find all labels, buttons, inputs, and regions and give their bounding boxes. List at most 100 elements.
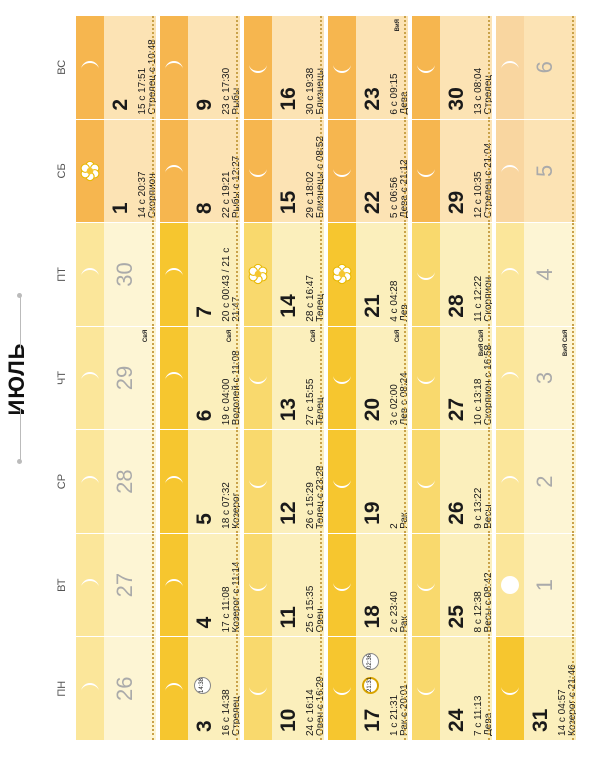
dotted-divider xyxy=(152,16,154,119)
ekadashi-flower-icon xyxy=(248,264,268,285)
day-cell[interactable]: 269 с 13:22 Весы Вишакха с 22:40 xyxy=(412,430,492,533)
day-number: 11 xyxy=(277,606,300,629)
moon-band xyxy=(328,223,356,326)
moon-band xyxy=(160,533,188,637)
day-cell[interactable]: 2 xyxy=(496,430,576,533)
moon-band xyxy=(496,430,524,533)
day-cell[interactable]: 182 с 23:40 Рак Пушья с 02:41 xyxy=(328,533,408,637)
moon-band xyxy=(412,533,440,637)
day-cell[interactable]: 619 с 04:00 Водолей с 11:08 Дханишта с 0… xyxy=(160,326,240,430)
dotted-divider xyxy=(572,326,574,430)
moon-band xyxy=(412,326,440,430)
day-number: 4 xyxy=(193,616,216,629)
day-cell[interactable]: 5 xyxy=(496,119,576,223)
day-number: 4 xyxy=(532,268,557,281)
waning-moon-icon xyxy=(333,582,351,592)
day-cell[interactable]: 26 xyxy=(76,637,156,740)
day-cell[interactable]: 1 xyxy=(496,533,576,637)
moon-band xyxy=(76,16,104,119)
day-number: 19 xyxy=(361,501,384,525)
day-number: 30 xyxy=(112,262,137,287)
day-cell[interactable]: 258 с 12:38 Весы с 08:42 Свати с 21:32 xyxy=(412,533,492,637)
day-cell[interactable]: 247 с 11:13 Дева Читра с 19:42 xyxy=(412,637,492,740)
moon-band xyxy=(76,430,104,533)
day-number: 29 xyxy=(445,190,468,215)
day-cell[interactable]: 214 с 04:28 Лев Пурва Пхалгуни с 11:27 xyxy=(328,223,408,326)
day-cell[interactable]: 225 с 06:56 Дева с 21:12 Уттара Пхалгуни… xyxy=(328,119,408,223)
day-number: 10 xyxy=(277,708,300,732)
moon-band xyxy=(76,533,104,637)
weekday-tue: ВТ xyxy=(56,578,68,592)
dotted-divider xyxy=(320,16,322,119)
dotted-divider xyxy=(236,533,238,637)
day-cell[interactable]: 6 xyxy=(496,16,576,119)
moon-band xyxy=(160,223,188,326)
dotted-divider xyxy=(320,637,322,740)
day-cell[interactable]: 236 с 09:15 Дева Хаста с 17:16ВиЯ xyxy=(328,16,408,119)
dotted-divider xyxy=(236,326,238,430)
day-number: 26 xyxy=(445,501,468,525)
weekday-thu: ЧТ xyxy=(56,370,68,386)
dotted-divider xyxy=(404,533,406,637)
dotted-divider xyxy=(404,637,406,740)
day-number: 21 xyxy=(361,294,384,318)
day-number: 23 xyxy=(361,87,384,111)
moon-band xyxy=(496,637,524,740)
day-cell[interactable]: 720 с 00:43 / 21 с 21:47 Водолей Пурва Б… xyxy=(160,223,240,326)
moon-band xyxy=(412,119,440,223)
day-cell[interactable]: 417 с 11:08 Козерог с 11:14 Уттара Ашадх… xyxy=(160,533,240,637)
weekday-mon: ПН xyxy=(56,680,68,697)
moon-band xyxy=(160,430,188,533)
dotted-divider xyxy=(152,533,154,637)
title-divider-dot-right xyxy=(17,293,22,298)
waning-moon-icon xyxy=(417,375,435,385)
moon-band xyxy=(496,533,524,637)
day-number: 2 xyxy=(109,98,132,111)
day-cell[interactable]: 215 с 17:51 Стрелец с 10:48 Мула с 10:48 xyxy=(76,16,156,119)
day-cell[interactable]: 822 с 19:21 Рыбы с 12:27 Уттара Бхадрапа… xyxy=(160,119,240,223)
day-number: 6 xyxy=(193,409,216,422)
day-cell[interactable]: 3 ВиЯ СвЯ xyxy=(496,326,576,430)
moon-band xyxy=(76,223,104,326)
dotted-divider xyxy=(236,637,238,740)
waning-moon-icon xyxy=(333,64,351,74)
waning-moon-icon xyxy=(249,64,267,74)
day-number: 3 xyxy=(532,371,557,385)
day-number: 31 xyxy=(529,708,552,732)
day-cell[interactable]: 923 с 17:30 Рыбы Ревати с 16:59 xyxy=(160,16,240,119)
day-cell[interactable]: 30 xyxy=(76,223,156,326)
moon-band xyxy=(496,223,524,326)
day-number: 14 xyxy=(277,294,300,318)
day-cell[interactable]: 28 xyxy=(76,430,156,533)
moon-band xyxy=(328,533,356,637)
moon-band xyxy=(496,119,524,223)
dotted-divider xyxy=(236,119,238,223)
dotted-divider xyxy=(404,430,406,533)
moon-band xyxy=(496,16,524,119)
day-cell[interactable]: 518 с 07:32 Козерог Шравана с 03:09 xyxy=(160,430,240,533)
day-cell[interactable]: 192 Рак Ашлеша с 05:27 xyxy=(328,430,408,533)
day-cell[interactable]: 27 xyxy=(76,533,156,637)
day-cell[interactable]: 4 xyxy=(496,223,576,326)
weekday-wed: СР xyxy=(56,473,68,490)
day-number: 28 xyxy=(445,294,468,318)
dotted-divider xyxy=(320,119,322,223)
day-cell[interactable]: 29 СвЯ xyxy=(76,326,156,430)
day-cell[interactable]: 114 с 20:37 Скорпион Джйештха с 12:33 xyxy=(76,119,156,223)
dotted-divider xyxy=(488,326,490,430)
